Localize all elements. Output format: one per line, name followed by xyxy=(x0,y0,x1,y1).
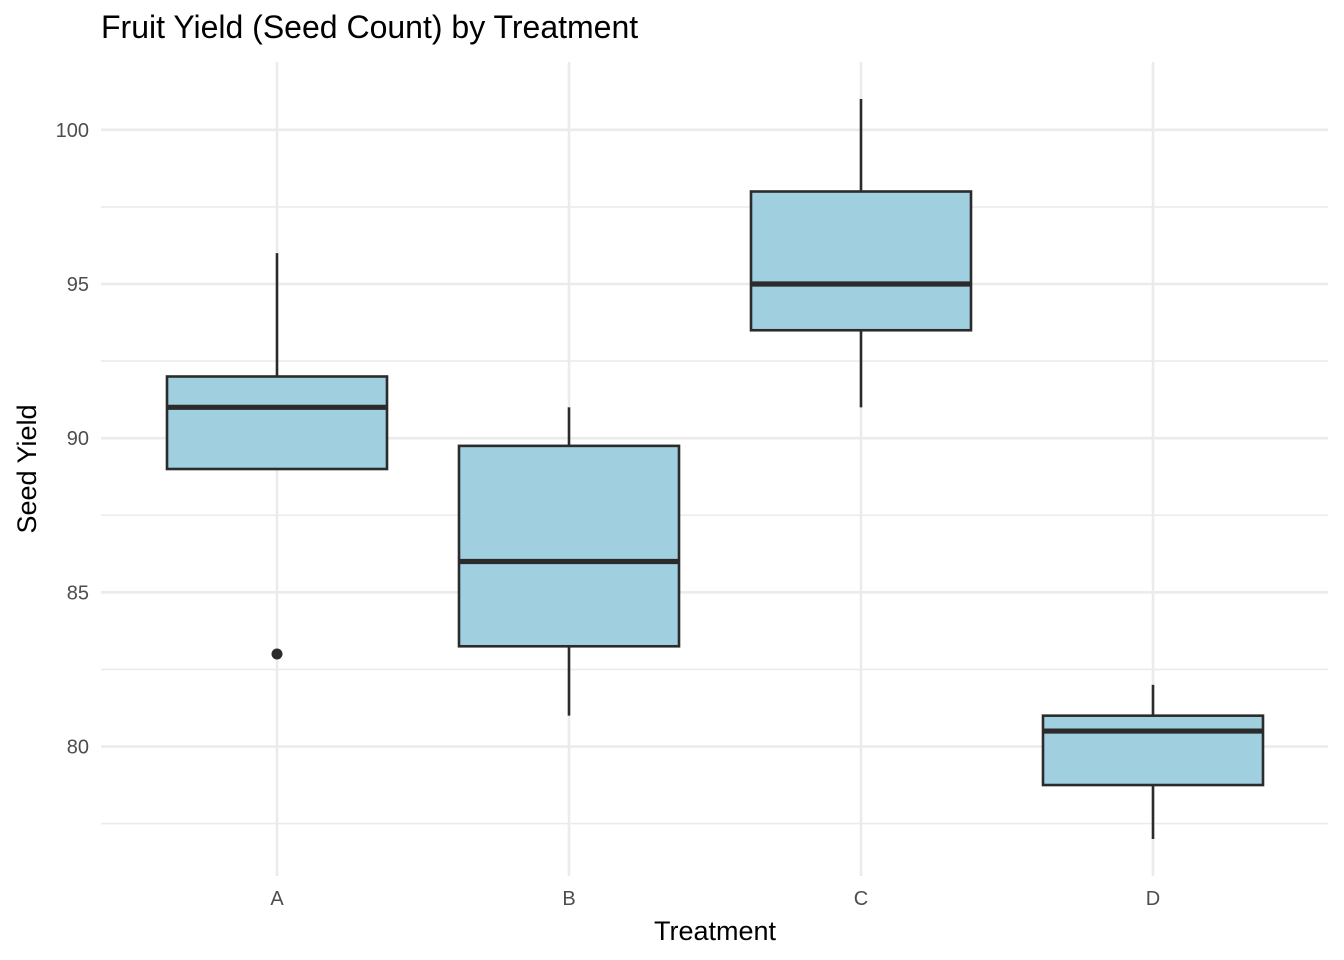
tick-labels: 80 85 90 95 100 A B C D xyxy=(56,120,1161,910)
x-tick-label: D xyxy=(1146,888,1160,910)
box xyxy=(457,444,681,648)
y-tick-label: 90 xyxy=(67,428,89,450)
x-axis-title: Treatment xyxy=(654,916,777,946)
y-tick-label: 80 xyxy=(67,737,89,759)
x-tick-label: C xyxy=(854,888,868,910)
box xyxy=(749,190,973,332)
chart-title: Fruit Yield (Seed Count) by Treatment xyxy=(101,9,638,45)
boxes xyxy=(165,99,1265,839)
box xyxy=(1041,714,1265,787)
box-group-A xyxy=(165,253,389,660)
y-tick-label: 85 xyxy=(67,582,89,604)
y-tick-label: 100 xyxy=(56,120,89,142)
box-group-D xyxy=(1041,684,1265,839)
y-tick-label: 95 xyxy=(67,274,89,296)
box-group-B xyxy=(457,407,681,716)
box-group-C xyxy=(749,99,973,408)
x-tick-label: A xyxy=(270,888,284,910)
y-axis-title: Seed Yield xyxy=(12,404,42,533)
box xyxy=(165,375,389,471)
outlier-point xyxy=(271,648,283,660)
x-tick-label: B xyxy=(562,888,575,910)
